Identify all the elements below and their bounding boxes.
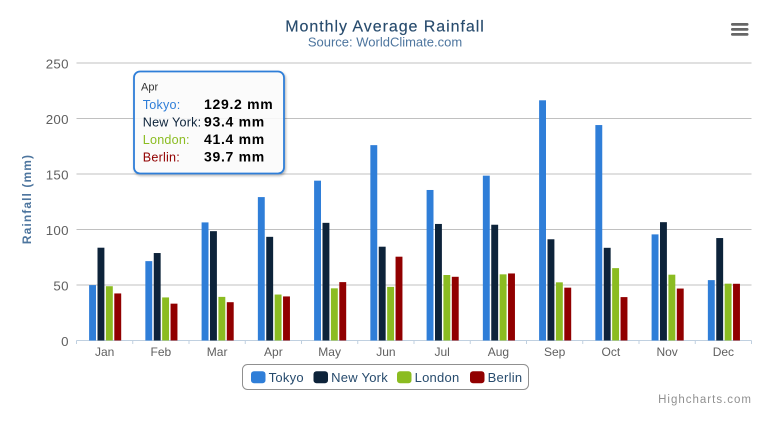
svg-text:Dec: Dec (713, 345, 734, 359)
svg-text:New York:: New York: (143, 116, 202, 130)
svg-text:Jan: Jan (95, 345, 114, 359)
svg-text:Apr: Apr (141, 82, 158, 94)
svg-text:Sep: Sep (544, 345, 566, 359)
svg-text:39.7 mm: 39.7 mm (204, 149, 265, 165)
svg-text:Apr: Apr (264, 345, 283, 359)
svg-text:Oct: Oct (602, 345, 621, 359)
svg-text:100: 100 (46, 223, 69, 238)
svg-text:Jul: Jul (434, 345, 449, 359)
svg-text:Monthly Average Rainfall: Monthly Average Rainfall (285, 19, 485, 36)
svg-text:New York: New York (331, 370, 388, 385)
svg-text:Highcharts.com: Highcharts.com (658, 394, 752, 406)
svg-text:Rainfall (mm): Rainfall (mm) (20, 154, 34, 244)
svg-text:May: May (318, 345, 341, 359)
svg-text:200: 200 (46, 112, 69, 127)
svg-text:Feb: Feb (151, 345, 172, 359)
svg-text:0: 0 (61, 334, 69, 349)
svg-text:Berlin:: Berlin: (143, 151, 180, 165)
svg-text:London:: London: (143, 133, 190, 147)
svg-text:Source: WorldClimate.com: Source: WorldClimate.com (308, 35, 462, 50)
svg-text:Tokyo:: Tokyo: (143, 98, 181, 112)
svg-text:129.2 mm: 129.2 mm (204, 96, 273, 112)
svg-text:150: 150 (46, 167, 69, 182)
svg-text:50: 50 (53, 278, 68, 293)
svg-text:250: 250 (46, 56, 69, 71)
svg-text:Berlin: Berlin (488, 370, 523, 385)
svg-text:Tokyo: Tokyo (269, 370, 304, 385)
svg-text:Nov: Nov (656, 345, 677, 359)
svg-text:Aug: Aug (488, 345, 509, 359)
svg-text:93.4 mm: 93.4 mm (204, 114, 265, 130)
svg-text:Jun: Jun (376, 345, 395, 359)
svg-text:41.4 mm: 41.4 mm (204, 131, 265, 147)
svg-text:Mar: Mar (207, 345, 228, 359)
svg-text:London: London (415, 370, 460, 385)
